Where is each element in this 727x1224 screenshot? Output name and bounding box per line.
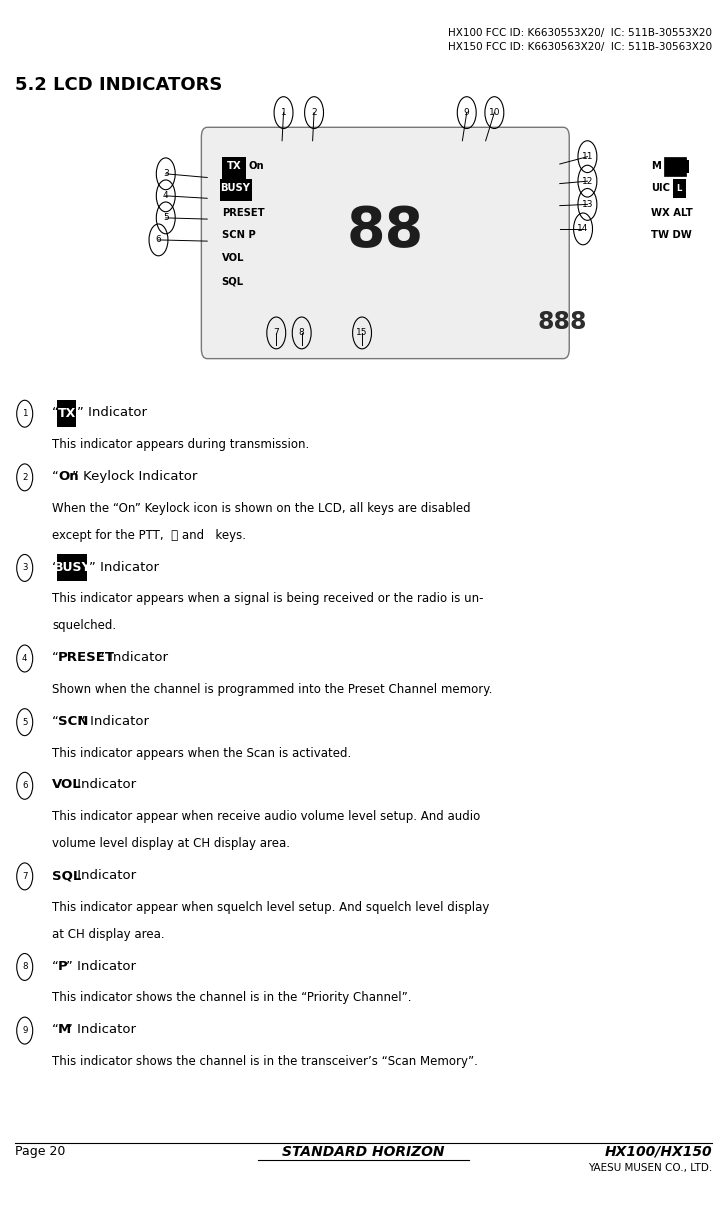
FancyBboxPatch shape <box>685 160 689 173</box>
Text: BUSY: BUSY <box>220 184 251 193</box>
Text: Page 20: Page 20 <box>15 1146 65 1158</box>
Text: 14: 14 <box>577 224 589 234</box>
Text: “: “ <box>52 651 59 665</box>
Text: L: L <box>677 184 682 193</box>
Text: “: “ <box>52 561 59 574</box>
Text: 12: 12 <box>582 176 593 186</box>
Text: This indicator shows the channel is in the transceiver’s “Scan Memory”.: This indicator shows the channel is in t… <box>52 1055 478 1069</box>
Text: P: P <box>58 960 68 973</box>
Text: SCN: SCN <box>58 715 89 728</box>
Text: YAESU MUSEN CO., LTD.: YAESU MUSEN CO., LTD. <box>588 1163 712 1173</box>
Text: 8: 8 <box>22 962 28 972</box>
Text: VOL: VOL <box>222 253 244 263</box>
Text: HX100/HX150: HX100/HX150 <box>605 1144 712 1159</box>
Text: 9: 9 <box>22 1026 28 1036</box>
Text: 13: 13 <box>582 200 593 209</box>
Text: ” Indicator: ” Indicator <box>89 561 158 574</box>
Text: M: M <box>651 162 661 171</box>
Text: ” Indicator: ” Indicator <box>66 1023 136 1037</box>
Text: SQL: SQL <box>52 869 81 883</box>
Text: 7: 7 <box>22 871 28 881</box>
Text: Indicator: Indicator <box>73 778 136 792</box>
Text: On: On <box>58 470 79 483</box>
Text: 2: 2 <box>22 472 28 482</box>
Text: 1: 1 <box>22 409 28 419</box>
Text: 6: 6 <box>156 235 161 245</box>
Text: 888: 888 <box>538 310 587 334</box>
Text: UIC: UIC <box>651 184 670 193</box>
Text: M: M <box>58 1023 71 1037</box>
Text: TW DW: TW DW <box>651 230 691 240</box>
Text: When the “On” Keylock icon is shown on the LCD, all keys are disabled: When the “On” Keylock icon is shown on t… <box>52 502 471 515</box>
Text: 5: 5 <box>22 717 28 727</box>
Text: 5.2 LCD INDICATORS: 5.2 LCD INDICATORS <box>15 76 222 94</box>
Text: ” Indicator: ” Indicator <box>78 406 148 420</box>
Text: 5: 5 <box>163 213 169 223</box>
FancyBboxPatch shape <box>673 179 686 198</box>
Text: This indicator appear when receive audio volume level setup. And audio: This indicator appear when receive audio… <box>52 810 481 824</box>
Text: “: “ <box>52 715 59 728</box>
Text: This indicator appears when the Scan is activated.: This indicator appears when the Scan is … <box>52 747 352 760</box>
Text: ” Indicator: ” Indicator <box>66 960 136 973</box>
Text: 4: 4 <box>22 654 28 663</box>
Text: ” Indicator: ” Indicator <box>79 715 149 728</box>
Text: “: “ <box>52 406 59 420</box>
Text: volume level display at CH display area.: volume level display at CH display area. <box>52 837 290 851</box>
Text: 11: 11 <box>582 152 593 162</box>
Text: 3: 3 <box>163 169 169 179</box>
Text: Shown when the channel is programmed into the Preset Channel memory.: Shown when the channel is programmed int… <box>52 683 493 696</box>
Text: 1: 1 <box>281 108 286 118</box>
Text: 7: 7 <box>273 328 279 338</box>
FancyBboxPatch shape <box>201 127 569 359</box>
Text: BUSY: BUSY <box>54 562 91 574</box>
Text: 15: 15 <box>356 328 368 338</box>
Text: Indicator: Indicator <box>73 869 136 883</box>
Text: “: “ <box>52 470 59 483</box>
Text: HX100 FCC ID: K6630553X20/  IC: 511B-30553X20
HX150 FCC ID: K6630563X20/  IC: 51: HX100 FCC ID: K6630553X20/ IC: 511B-3055… <box>449 28 712 53</box>
Text: ” Indicator: ” Indicator <box>98 651 168 665</box>
FancyBboxPatch shape <box>57 400 76 427</box>
Text: WX ALT: WX ALT <box>651 208 692 218</box>
Text: This indicator shows the channel is in the “Priority Channel”.: This indicator shows the channel is in t… <box>52 991 411 1005</box>
Text: ” Keylock Indicator: ” Keylock Indicator <box>73 470 198 483</box>
Text: 8: 8 <box>299 328 305 338</box>
Text: 9: 9 <box>464 108 470 118</box>
Text: TX: TX <box>57 408 76 420</box>
Text: “: “ <box>52 1023 59 1037</box>
Text: On: On <box>249 162 264 171</box>
Text: 2: 2 <box>311 108 317 118</box>
Text: 6: 6 <box>22 781 28 791</box>
Text: This indicator appear when squelch level setup. And squelch level display: This indicator appear when squelch level… <box>52 901 490 914</box>
Text: at CH display area.: at CH display area. <box>52 928 165 941</box>
FancyBboxPatch shape <box>222 158 246 180</box>
Text: This indicator appears when a signal is being received or the radio is un-: This indicator appears when a signal is … <box>52 592 484 606</box>
Text: squelched.: squelched. <box>52 619 116 633</box>
Text: SQL: SQL <box>222 277 244 286</box>
Text: except for the PTT,  ， and   keys.: except for the PTT, ， and keys. <box>52 529 246 542</box>
Text: SCN P: SCN P <box>222 230 255 240</box>
Text: “: “ <box>52 960 59 973</box>
Text: PRESET: PRESET <box>222 208 265 218</box>
Text: VOL: VOL <box>52 778 82 792</box>
Text: TX: TX <box>227 162 241 171</box>
Text: 88: 88 <box>347 203 424 258</box>
Text: This indicator appears during transmission.: This indicator appears during transmissi… <box>52 438 310 452</box>
Text: 10: 10 <box>489 108 500 118</box>
Text: STANDARD HORIZON: STANDARD HORIZON <box>282 1144 445 1159</box>
Text: 4: 4 <box>163 191 169 201</box>
Text: 3: 3 <box>22 563 28 573</box>
Text: PRESET: PRESET <box>58 651 115 665</box>
FancyBboxPatch shape <box>220 180 252 202</box>
FancyBboxPatch shape <box>664 157 686 176</box>
FancyBboxPatch shape <box>57 554 87 581</box>
